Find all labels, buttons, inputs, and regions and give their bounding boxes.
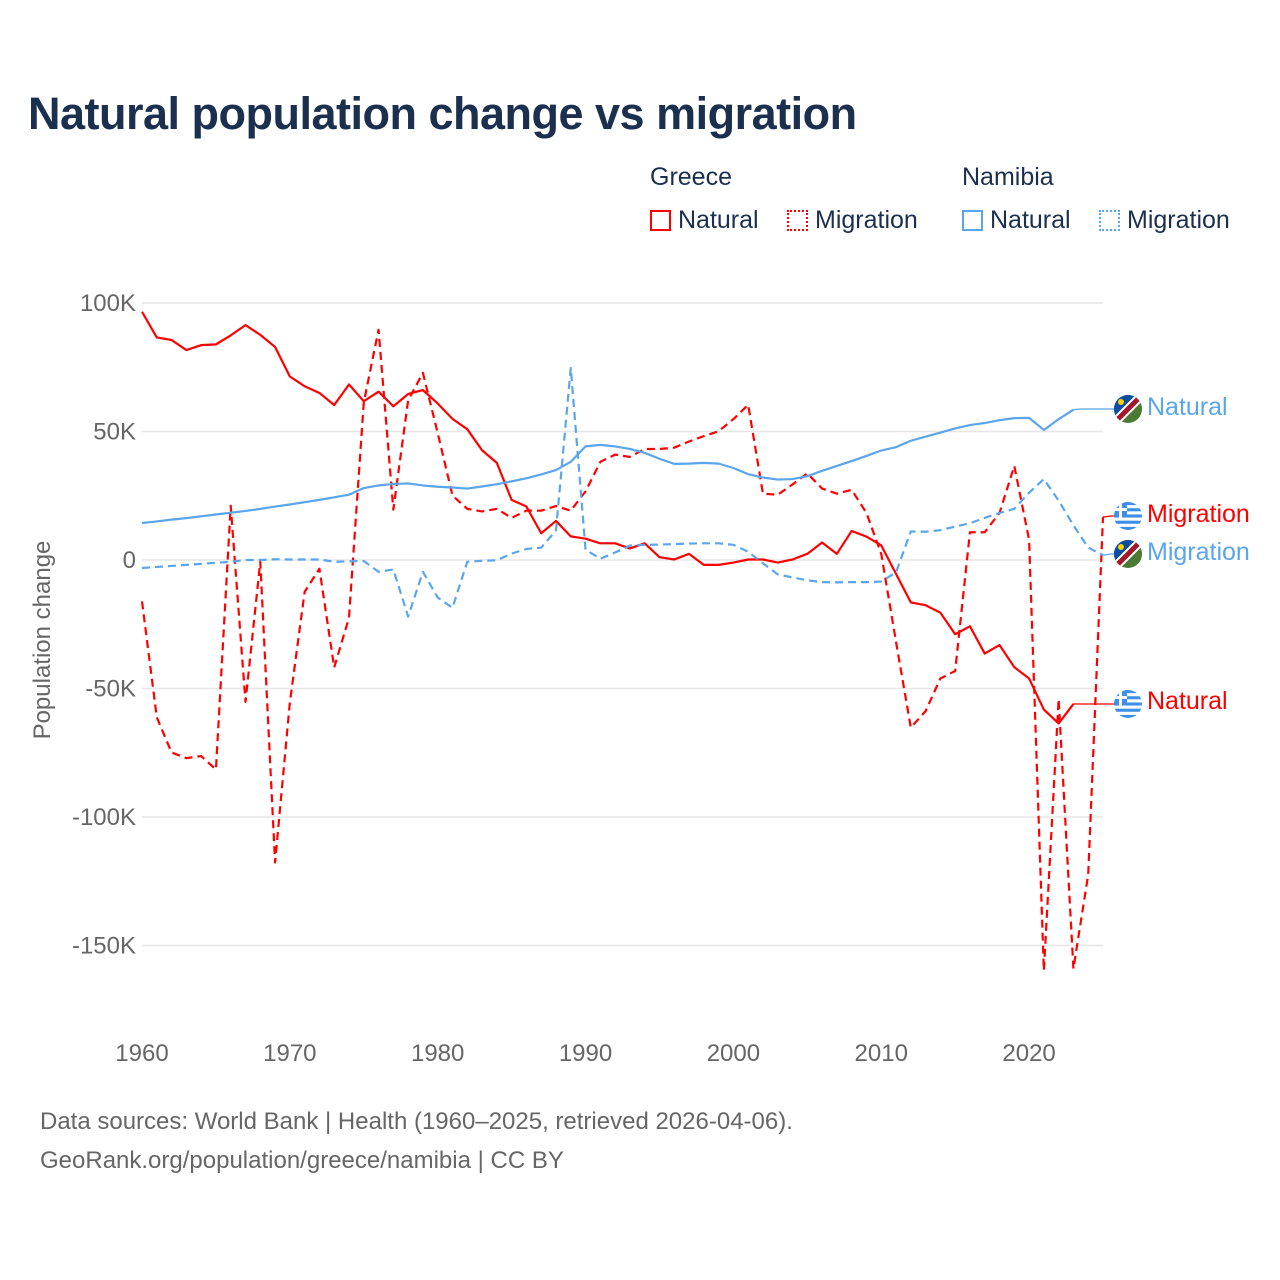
end-label-namibia-natural: Natural [1147,393,1228,421]
x-axis-ticks: 1960 1970 1980 1990 2000 2010 2020 [115,1040,1055,1067]
y-tick-label: 50K [93,419,136,446]
y-axis-ticks: 100K 50K 0 -50K -100K -150K [72,290,136,960]
legend-swatch-dotted-icon [1099,210,1120,231]
legend-label: Natural [678,206,759,234]
legend-item-greece-migration[interactable]: Migration [787,206,918,235]
legend-swatch-solid-icon [650,210,671,231]
y-axis-label: Population change [29,541,56,740]
legend-item-namibia-natural[interactable]: Natural [962,206,1071,235]
y-tick-label: -50K [85,676,136,703]
x-tick-label: 1980 [411,1040,464,1067]
x-tick-label: 1990 [559,1040,612,1067]
legend-label: Natural [990,206,1071,234]
connector-line [1073,408,1114,411]
legend-label: Migration [815,206,918,234]
connector-line [1102,515,1114,518]
series-line-greece-natural [141,311,1075,725]
end-label-namibia-migration: Migration [1147,538,1250,566]
series-line-greece-migration [140,328,1105,972]
series-line-namibia-natural [141,408,1075,525]
series-lines [140,311,1105,972]
x-tick-label: 1970 [263,1040,316,1067]
greece-flag-icon [1114,690,1142,718]
legend-swatch-dotted-icon [787,210,808,231]
x-tick-label: 2000 [707,1040,760,1067]
chart-title: Natural population change vs migration [28,88,857,139]
x-tick-label: 1960 [115,1040,168,1067]
x-tick-label: 2020 [1002,1040,1055,1067]
legend-item-namibia-migration[interactable]: Migration [1099,206,1230,235]
connector-line [1102,553,1114,556]
y-tick-label: -150K [72,933,136,960]
greece-flag-icon [1114,502,1142,530]
y-tick-label: 100K [80,290,136,317]
legend-swatch-solid-icon [962,210,983,231]
flag-icons [1114,395,1142,718]
end-label-greece-migration: Migration [1147,500,1250,528]
legend-item-greece-natural[interactable]: Natural [650,206,759,235]
y-tick-label: -100K [72,804,136,831]
x-tick-label: 2010 [855,1040,908,1067]
footer-link[interactable]: GeoRank.org/population/greece/namibia | … [40,1147,564,1174]
legend-group-namibia: Namibia [962,163,1054,191]
series-line-namibia-migration [141,366,1104,618]
end-label-greece-natural: Natural [1147,687,1228,715]
footer-sources: Data sources: World Bank | Health (1960–… [40,1108,793,1135]
namibia-flag-icon [1114,395,1142,423]
y-tick-label: 0 [123,547,136,574]
gridlines [142,302,1103,947]
legend-label: Migration [1127,206,1230,234]
end-label-connectors [1073,408,1114,705]
legend-group-greece: Greece [650,163,732,191]
namibia-flag-icon [1114,540,1142,568]
